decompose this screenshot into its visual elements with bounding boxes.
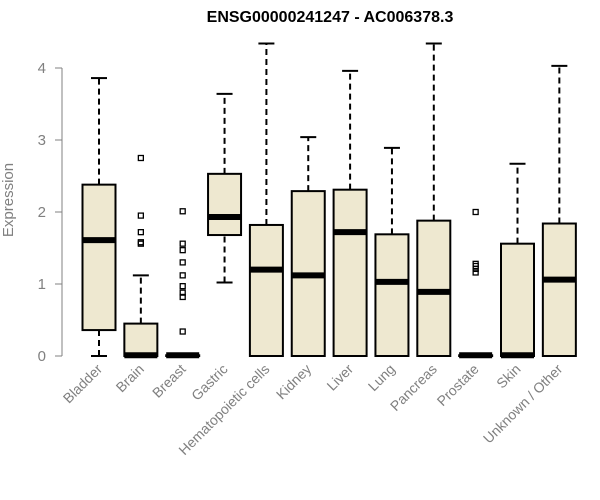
outlier-point bbox=[179, 272, 186, 279]
box-group bbox=[332, 69, 368, 357]
box-group bbox=[123, 154, 159, 359]
box-body bbox=[500, 242, 535, 357]
outlier-point bbox=[179, 240, 186, 247]
x-category-label: Pancreas bbox=[387, 361, 440, 414]
box-body bbox=[81, 183, 117, 332]
x-category-label: Liver bbox=[323, 361, 356, 394]
box-body bbox=[332, 188, 368, 357]
y-tick-label: 3 bbox=[38, 132, 46, 149]
outlier-point bbox=[472, 260, 479, 267]
y-tick-label: 1 bbox=[38, 276, 46, 293]
x-category-label: Skin bbox=[493, 361, 524, 392]
box-group bbox=[458, 208, 494, 359]
box-group bbox=[416, 42, 452, 357]
box-group bbox=[290, 136, 326, 357]
outlier-point bbox=[179, 247, 186, 254]
box-group bbox=[374, 146, 410, 358]
plot-area bbox=[81, 42, 577, 359]
y-tick-label: 4 bbox=[38, 60, 46, 77]
outlier-point bbox=[179, 208, 186, 215]
x-category-label: Breast bbox=[149, 361, 189, 401]
box-body bbox=[123, 322, 159, 358]
x-category-label: Unknown / Other bbox=[480, 361, 566, 447]
chart-title: ENSG00000241247 - AC006378.3 bbox=[207, 9, 454, 26]
y-axis: 0 1 2 3 4 bbox=[38, 60, 63, 365]
box-group bbox=[207, 92, 243, 284]
outlier-point bbox=[137, 239, 145, 246]
outlier-point bbox=[179, 283, 186, 290]
box-group bbox=[541, 64, 577, 357]
y-tick-label: 0 bbox=[38, 348, 46, 365]
box-body bbox=[248, 223, 284, 357]
y-axis-label: Expression bbox=[0, 163, 17, 237]
x-category-label: Kidney bbox=[273, 361, 315, 403]
x-category-label: Lung bbox=[365, 361, 398, 394]
box-body bbox=[416, 219, 452, 357]
box-body bbox=[541, 222, 577, 357]
box-group bbox=[165, 208, 201, 359]
outlier-point bbox=[179, 293, 186, 301]
box-body bbox=[207, 172, 243, 237]
x-category-label: Bladder bbox=[60, 361, 106, 407]
box-group bbox=[248, 42, 284, 357]
outlier-point bbox=[179, 289, 186, 296]
y-tick-label: 2 bbox=[38, 204, 46, 221]
outlier-point bbox=[472, 208, 479, 216]
outlier-point bbox=[472, 269, 479, 276]
box-group bbox=[81, 77, 117, 357]
outlier-point bbox=[137, 154, 145, 162]
x-category-label: Prostate bbox=[434, 361, 482, 409]
outlier-point bbox=[179, 259, 186, 266]
box-group bbox=[500, 162, 535, 359]
box-body bbox=[374, 233, 410, 358]
outlier-point bbox=[137, 240, 145, 247]
x-category-label: Brain bbox=[113, 361, 147, 395]
outlier-point bbox=[137, 229, 145, 236]
outlier-point bbox=[179, 328, 186, 335]
outlier-point bbox=[137, 212, 145, 219]
